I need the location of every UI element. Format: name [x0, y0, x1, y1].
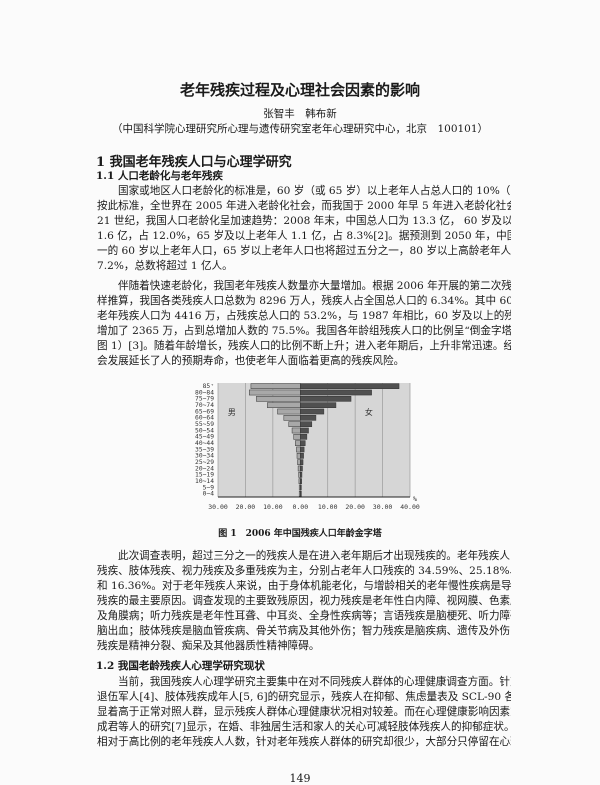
female-bar [300, 446, 305, 453]
text-line: 一的 60 岁以上老年人口，65 岁以上老年人口也将超过五分之一，80 岁以上高… [97, 245, 511, 257]
text-line: 21 世纪，我国人口老龄化呈加速趋势：2008 年末，中国总人口为 13.3 亿… [97, 215, 511, 227]
x-tick-label: 20.00 [345, 503, 365, 511]
text-line: 7.2%，总数将超过 1 亿人。 [97, 260, 233, 272]
y-tick-label: 5~9 [203, 484, 215, 491]
female-bar [300, 484, 302, 491]
x-tick-label: 10.00 [318, 503, 338, 511]
female-bar [300, 383, 400, 389]
text-line: 残疾的最主要原因。调查发现的主要致残原因，视力残疾是老年性白内障、视网膜、色素膜… [97, 595, 511, 607]
male-bar [296, 453, 301, 459]
text-line: 残疾、肢体残疾、视力残疾及多重残疾为主，分别占老年人口残疾的 34.59%、25… [97, 565, 511, 577]
text-line: 1.6 亿，占 12.0%，65 岁及以上老年人 1.1 亿，占 8.3%[2]… [97, 230, 511, 242]
text-line: 退伍军人[4]、肢体残疾成年人[5, 6]的研究显示，残疾人在抑郁、焦虑量表及 … [97, 691, 511, 703]
text-line: 脑出血；肢体残疾是脑血管疾病、骨关节病及其他外伤；智力残疾是脑疾病、遗传及外伤；… [97, 625, 511, 637]
male-bar [295, 440, 301, 446]
text-line: 残疾是精神分裂、痴呆及其他器质性精神障碍。 [97, 640, 320, 652]
text-line: 和 16.36%。对于老年残疾人来说，由于身体机能老化，与增龄相关的老年慢性疾病… [97, 580, 511, 592]
female-bar [300, 421, 313, 427]
x-tick-label: 30.00 [208, 503, 228, 511]
figure-caption: 图 1 2006 年中国残疾人口年龄金字塔 [218, 529, 382, 539]
male-bar [250, 383, 301, 389]
female-bar [300, 389, 372, 396]
text-line: 老年残疾人口为 4416 万，占残疾总人口的 53.2%，与 1987 年相比，… [97, 310, 511, 322]
legend-label: 女 [365, 407, 373, 417]
text-line: 此次调查表明，超过三分之一的残疾人是在进入老年期后才出现残疾的。老年残疾人以听力 [118, 550, 511, 562]
text-line: 伴随着快速老龄化，我国老年残疾人数量亦大量增加。根据 2006 年开展的第二次残… [118, 280, 511, 292]
female-bar [300, 453, 304, 459]
population-pyramid-chart: 85⁺80~8475~7970~7465~6960~6455~5950~5445… [195, 383, 420, 511]
y-tick-label: 25~29 [195, 459, 214, 466]
female-bar [300, 434, 308, 440]
x-tick-label: 10.00 [263, 503, 283, 511]
y-tick-label: 75~79 [195, 396, 214, 403]
y-tick-label: 30~34 [195, 453, 214, 460]
paragraph-4: 当前，我国残疾人心理学研究主要集中在对不同残疾人群体的心理健康调查方面。针对伤残… [97, 675, 511, 750]
y-tick-label: 85⁺ [203, 383, 214, 390]
legend-label: 男 [228, 408, 236, 417]
x-tick-label: 30.00 [373, 503, 393, 511]
paragraph-2: 伴随着快速老龄化，我国老年残疾人数量亦大量增加。根据 2006 年开展的第二次残… [97, 279, 511, 369]
male-bar [283, 415, 301, 421]
text-line: 会发展延长了人的预期寿命，也使老年人面临着更高的残疾风险。 [97, 355, 405, 367]
y-tick-label: 70~74 [195, 402, 214, 409]
female-bar [300, 465, 303, 472]
text-line: 按此标准，全世界在 2005 年进入老龄化社会，而我国于 2000 年早 5 年… [97, 200, 511, 212]
male-bar [296, 446, 301, 453]
female-bar [300, 415, 317, 421]
male-bar [288, 421, 301, 427]
authors: 张智丰 韩布新 [263, 108, 337, 120]
female-bar [300, 440, 306, 446]
female-bar [300, 408, 325, 415]
section-1-heading: 1 我国老年残疾人口与心理学研究 [96, 155, 292, 170]
text-line: 相对于高比例的老年残疾人人数，针对老年残疾人群体的研究却很少，大部分只停留在心理 [97, 736, 511, 748]
text-line: 样推算，我国各类残疾人口总数为 8296 万人，残疾人占全国总人口的 6.34%… [97, 295, 511, 307]
y-tick-label: 60~64 [195, 415, 214, 422]
male-bar [297, 459, 301, 465]
text-line: 图 1）[3]。随着年龄增长，残疾人口的比例不断上升；进入老年期后，上升非常迅速… [97, 340, 511, 352]
text-line: 增加了 2365 万，占到总增加人数的 75.5%。我国各年龄组残疾人口的比例呈… [97, 325, 511, 337]
female-bar [300, 396, 352, 402]
y-tick-label: 35~39 [195, 446, 214, 453]
y-tick-label: 0~4 [203, 491, 215, 498]
paragraph-3: 此次调查表明，超过三分之一的残疾人是在进入老年期后才出现残疾的。老年残疾人以听力… [97, 549, 511, 654]
y-tick-label: 80~84 [195, 389, 214, 396]
y-tick-label: 10~14 [195, 478, 214, 485]
x-tick-label: 40.00 [400, 503, 420, 511]
female-bar [300, 491, 302, 497]
female-bar [300, 478, 302, 484]
page-number: 149 [289, 772, 311, 785]
male-bar [293, 434, 301, 440]
y-tick-label: 55~59 [195, 421, 214, 428]
male-bar [297, 465, 301, 472]
y-tick-label: 40~44 [195, 440, 214, 447]
plot-background [218, 383, 410, 497]
text-line: 国家或地区人口老龄化的标准是，60 岁（或 65 岁）以上老年人占总人口的 10… [118, 185, 511, 197]
female-bar [300, 427, 309, 434]
paper-title: 老年残疾过程及心理社会因素的影响 [179, 81, 420, 99]
y-tick-label: 20~24 [195, 465, 214, 472]
x-tick-label: 20.00 [236, 503, 256, 511]
y-tick-label: 50~54 [195, 427, 214, 434]
y-tick-label: 65~69 [195, 408, 214, 415]
y-tick-label: 15~19 [195, 472, 214, 479]
text-line: 成君等人的研究[7]显示，在婚、非独居生活和家人的关心可减轻肢体残疾人的抑郁症状… [97, 721, 511, 733]
male-bar [291, 427, 301, 434]
affiliation: （中国科学院心理研究所心理与遗传研究室老年心理研究中心，北京 100101） [111, 123, 489, 135]
text-line: 显着高于正常对照人群，显示残疾人群体心理健康状况相对较差。而在心理健康影响因素方… [97, 706, 511, 718]
male-bar [277, 408, 301, 415]
female-bar [300, 459, 304, 465]
paragraph-1: 国家或地区人口老龄化的标准是，60 岁（或 65 岁）以上老年人占总人口的 10… [97, 184, 511, 274]
x-unit-label: % [413, 495, 417, 503]
female-bar [300, 402, 337, 408]
section-1-1-heading: 1.1 人口老龄化与老年残疾 [96, 170, 223, 182]
female-bar [300, 472, 303, 478]
text-line: 及角膜病；听力残疾是老年性耳聋、中耳炎、全身性疾病等；言语残疾是脑梗死、听力障碍… [97, 610, 511, 622]
male-bar [267, 402, 301, 408]
x-tick-label: 0.00 [292, 503, 308, 511]
text-line: 当前，我国残疾人心理学研究主要集中在对不同残疾人群体的心理健康调查方面。针对伤残 [118, 676, 511, 688]
y-tick-label: 45~49 [195, 434, 214, 441]
male-bar [256, 396, 301, 402]
section-1-2-heading: 1.2 我国老龄残疾人心理学研究现状 [96, 660, 265, 672]
male-bar [249, 389, 301, 396]
